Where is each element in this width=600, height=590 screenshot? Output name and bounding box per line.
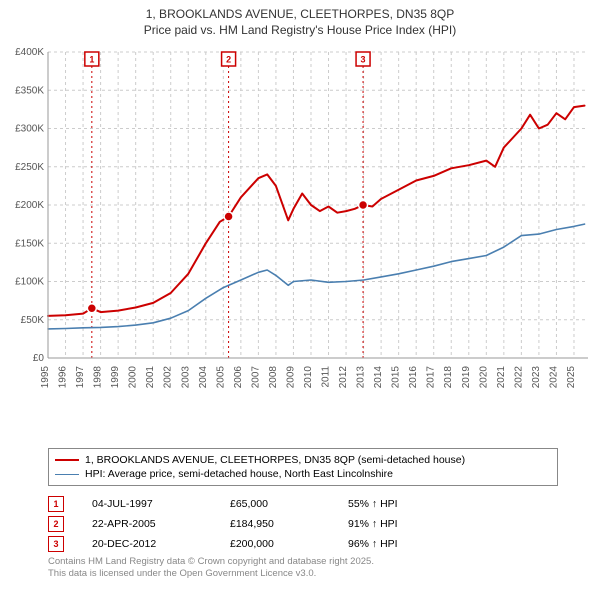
svg-text:1999: 1999: [110, 366, 121, 389]
svg-text:2014: 2014: [373, 366, 384, 389]
event-row: 3 20-DEC-2012 £200,000 96% ↑ HPI: [48, 534, 558, 554]
legend-swatch: [55, 474, 79, 475]
svg-text:2: 2: [226, 55, 231, 65]
events-table: 1 04-JUL-1997 £65,000 55% ↑ HPI 2 22-APR-2005…: [48, 494, 558, 554]
svg-text:2005: 2005: [215, 366, 226, 389]
svg-text:2004: 2004: [198, 366, 209, 389]
svg-text:£250K: £250K: [15, 162, 44, 173]
svg-text:£300K: £300K: [15, 124, 44, 135]
svg-text:2017: 2017: [426, 366, 437, 389]
legend-item: 1, BROOKLANDS AVENUE, CLEETHORPES, DN35 …: [55, 453, 551, 467]
svg-text:2019: 2019: [461, 366, 472, 389]
svg-text:1995: 1995: [40, 366, 51, 389]
svg-text:£350K: £350K: [15, 85, 44, 96]
svg-text:£50K: £50K: [21, 315, 45, 326]
event-date: 20-DEC-2012: [92, 538, 202, 550]
event-row: 2 22-APR-2005 £184,950 91% ↑ HPI: [48, 514, 558, 534]
chart-area: £0 £50K £100K £150K £200K £250K £300K £350K £400…: [0, 46, 600, 416]
svg-text:2002: 2002: [163, 366, 174, 389]
event-date: 22-APR-2005: [92, 518, 202, 530]
event-row: 1 04-JUL-1997 £65,000 55% ↑ HPI: [48, 494, 558, 514]
svg-text:2024: 2024: [548, 366, 559, 389]
svg-text:£0: £0: [33, 353, 45, 364]
license-line2: This data is licensed under the Open Gov…: [48, 568, 374, 580]
event-price: £184,950: [230, 518, 320, 530]
svg-text:2007: 2007: [250, 366, 261, 389]
svg-text:2022: 2022: [513, 366, 524, 389]
event-pct: 55% ↑ HPI: [348, 498, 438, 510]
event-pct: 91% ↑ HPI: [348, 518, 438, 530]
event-badge: 1: [48, 496, 64, 512]
svg-text:£100K: £100K: [15, 277, 44, 288]
legend-box: 1, BROOKLANDS AVENUE, CLEETHORPES, DN35 …: [48, 448, 558, 486]
svg-text:2015: 2015: [391, 366, 402, 389]
title-line2: Price paid vs. HM Land Registry's House …: [0, 22, 600, 38]
svg-text:2011: 2011: [321, 366, 332, 388]
svg-text:2009: 2009: [285, 366, 296, 389]
svg-text:1997: 1997: [75, 366, 86, 389]
legend-swatch: [55, 459, 79, 461]
svg-text:2020: 2020: [478, 366, 489, 389]
event-price: £65,000: [230, 498, 320, 510]
svg-text:1: 1: [89, 55, 94, 65]
legend-item: HPI: Average price, semi-detached house,…: [55, 467, 551, 481]
legend-label: HPI: Average price, semi-detached house,…: [85, 468, 393, 480]
svg-text:1998: 1998: [93, 366, 104, 389]
svg-text:2016: 2016: [408, 366, 419, 389]
legend-label: 1, BROOKLANDS AVENUE, CLEETHORPES, DN35 …: [85, 454, 465, 466]
svg-text:3: 3: [361, 55, 366, 65]
license-text: Contains HM Land Registry data © Crown c…: [48, 556, 374, 580]
svg-text:2021: 2021: [496, 366, 507, 389]
chart-title: 1, BROOKLANDS AVENUE, CLEETHORPES, DN35 …: [0, 0, 600, 38]
svg-text:2013: 2013: [356, 366, 367, 389]
license-line1: Contains HM Land Registry data © Crown c…: [48, 556, 374, 568]
svg-text:£150K: £150K: [15, 238, 44, 249]
svg-text:2012: 2012: [338, 366, 349, 389]
event-date: 04-JUL-1997: [92, 498, 202, 510]
svg-text:£200K: £200K: [15, 200, 44, 211]
event-pct: 96% ↑ HPI: [348, 538, 438, 550]
svg-text:£400K: £400K: [15, 47, 44, 58]
event-badge: 3: [48, 536, 64, 552]
svg-text:2023: 2023: [531, 366, 542, 389]
svg-text:2010: 2010: [303, 366, 314, 389]
svg-text:2006: 2006: [233, 366, 244, 389]
event-badge: 2: [48, 516, 64, 532]
svg-text:2018: 2018: [443, 366, 454, 389]
title-line1: 1, BROOKLANDS AVENUE, CLEETHORPES, DN35 …: [0, 6, 600, 22]
svg-text:2008: 2008: [268, 366, 279, 389]
event-price: £200,000: [230, 538, 320, 550]
svg-text:2025: 2025: [566, 366, 577, 389]
line-chart: £0 £50K £100K £150K £200K £250K £300K £350K £400…: [0, 46, 600, 416]
svg-text:2000: 2000: [128, 366, 139, 389]
svg-text:2001: 2001: [145, 366, 156, 389]
svg-text:2003: 2003: [180, 366, 191, 389]
svg-text:1996: 1996: [58, 366, 69, 389]
